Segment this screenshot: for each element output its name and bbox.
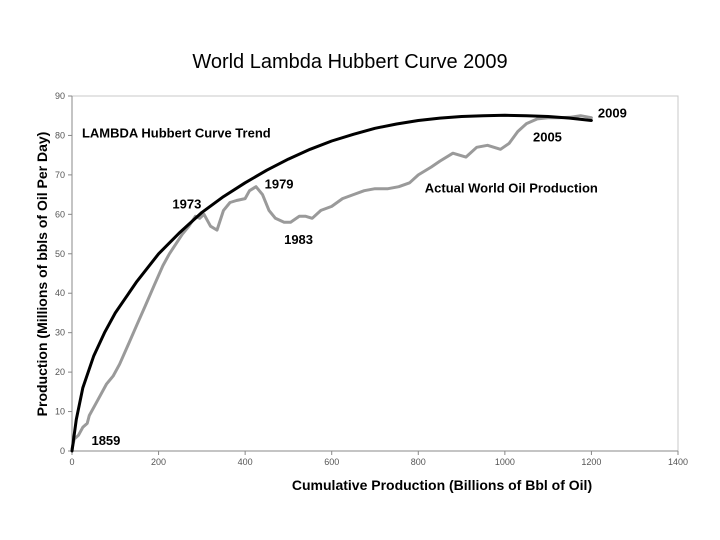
x-tick-label: 200 xyxy=(151,457,166,467)
chart-title: World Lambda Hubbert Curve 2009 xyxy=(192,51,507,73)
annotation-label: 1973 xyxy=(172,196,201,211)
y-tick-label: 60 xyxy=(55,209,65,219)
x-tick-label: 1400 xyxy=(668,457,688,467)
y-tick-label: 20 xyxy=(55,367,65,377)
y-tick-label: 40 xyxy=(55,288,65,298)
y-tick-label: 90 xyxy=(55,91,65,101)
annotation-label: Actual World Oil Production xyxy=(425,181,598,196)
annotation-label: 1983 xyxy=(284,232,313,247)
x-tick-label: 0 xyxy=(69,457,74,467)
x-axis-ticks: 0 200 400 600 800 1000 1200 1400 xyxy=(69,451,688,467)
annotation-label: 2009 xyxy=(598,106,627,121)
x-axis-label: Cumulative Production (Billions of Bbl o… xyxy=(292,477,592,493)
x-tick-label: 1000 xyxy=(495,457,515,467)
plot-border xyxy=(71,95,679,452)
x-tick-label: 800 xyxy=(411,457,426,467)
annotation-label: 1979 xyxy=(265,177,294,192)
y-tick-label: 30 xyxy=(55,328,65,338)
hubbert-trend-line xyxy=(70,113,593,453)
y-axis-label: Production (Millions of bbls of Oil Per … xyxy=(34,132,50,417)
y-axis-ticks: 0 10 20 30 40 50 60 70 80 90 xyxy=(55,91,72,456)
y-tick-label: 10 xyxy=(55,407,65,417)
annotation-label: LAMBDA Hubbert Curve Trend xyxy=(82,125,271,140)
y-tick-label: 50 xyxy=(55,249,65,259)
annotation-layer: LAMBDA Hubbert Curve Trend Actual World O… xyxy=(82,106,627,448)
annotation-label: 1859 xyxy=(91,433,120,448)
plot-frame xyxy=(71,95,679,452)
series-layer xyxy=(70,113,593,453)
annotation-label: 2005 xyxy=(533,129,562,144)
y-tick-label: 80 xyxy=(55,130,65,140)
y-tick-label: 70 xyxy=(55,170,65,180)
x-tick-label: 600 xyxy=(324,457,339,467)
actual-production-line xyxy=(70,114,593,451)
x-tick-label: 1200 xyxy=(581,457,601,467)
y-tick-label: 0 xyxy=(60,446,65,456)
x-tick-label: 400 xyxy=(238,457,253,467)
